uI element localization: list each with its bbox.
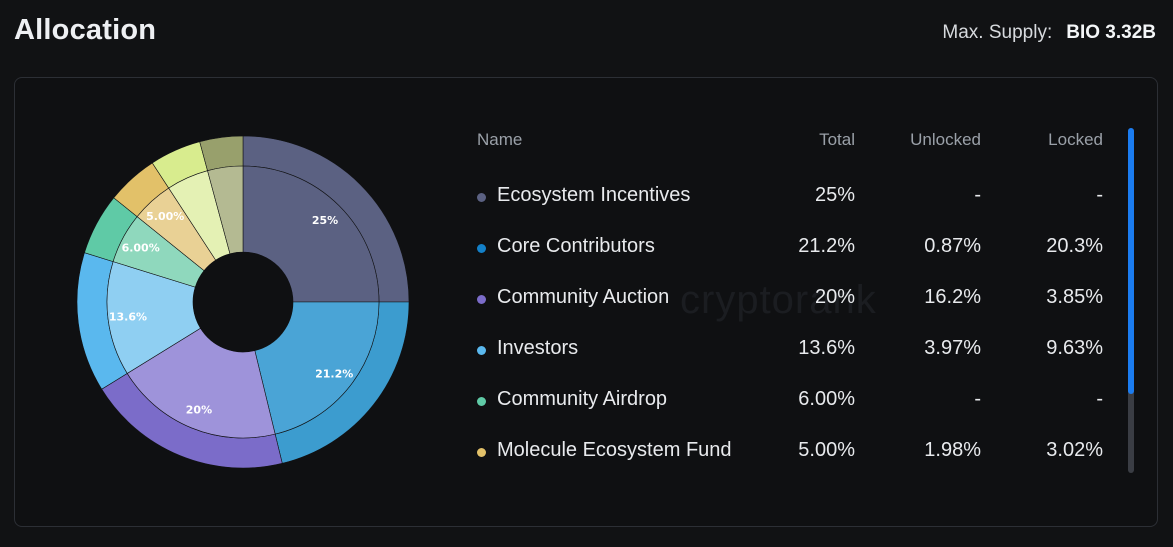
row-name: Ecosystem Incentives [497, 184, 691, 206]
pie-slice[interactable] [199, 135, 244, 255]
row-locked: - [1096, 184, 1103, 206]
max-supply: Max. Supply: BIO 3.32B [942, 22, 1156, 44]
row-total: 20% [814, 286, 855, 308]
pie-data-label: 13.6% [109, 311, 147, 324]
row-unlocked: 3.97% [924, 337, 981, 359]
table-body: Ecosystem Incentives 25% - - Core Contributo… [475, 181, 1115, 487]
legend-dot [477, 346, 486, 355]
row-name: Core Contributors [497, 235, 655, 257]
pie-slice-outer [199, 135, 244, 172]
pie-data-label: 20% [186, 403, 212, 416]
donut-hole [193, 252, 293, 352]
watermark: cryptorank [680, 278, 877, 322]
page-title: Allocation [14, 14, 157, 46]
row-locked: - [1096, 388, 1103, 410]
legend-dot [477, 295, 486, 304]
header: Allocation Max. Supply: BIO 3.32B [14, 14, 1158, 54]
pie-slice[interactable] [101, 327, 283, 469]
header-total: Total [819, 130, 855, 149]
scrollbar-thumb[interactable] [1128, 128, 1134, 394]
row-locked: 20.3% [1046, 235, 1103, 257]
row-unlocked: 1.98% [924, 439, 981, 461]
scrollbar[interactable] [1128, 128, 1134, 473]
row-name: Molecule Ecosystem Fund [497, 439, 732, 461]
table-row[interactable]: Molecule Ecosystem Fund 5.00% 1.98% 3.02% [475, 436, 1115, 487]
table-header: Name Total Unlocked Locked [475, 128, 1115, 153]
row-name: Community Airdrop [497, 388, 668, 410]
table-row[interactable]: Community Auction 20% 16.2% 3.85% [475, 283, 1115, 334]
row-unlocked: 16.2% [924, 286, 981, 308]
pie-data-label: 6.00% [122, 241, 160, 254]
row-locked: 3.02% [1046, 439, 1103, 461]
table-row[interactable]: Ecosystem Incentives 25% - - [475, 181, 1115, 232]
table-row[interactable]: Core Contributors 21.2% 0.87% 20.3% [475, 232, 1115, 283]
row-name: Investors [497, 337, 579, 359]
table-row[interactable]: Community Airdrop 6.00% - - [475, 385, 1115, 436]
pie-data-label: 25% [312, 214, 338, 227]
allocation-pie-chart: 25% 21.2% 20% 13.6% 6.00% 5.00% [76, 135, 410, 469]
row-locked: 9.63% [1046, 337, 1103, 359]
header-locked: Locked [1048, 130, 1103, 149]
pie-data-label: 5.00% [146, 210, 184, 223]
row-unlocked: - [974, 388, 981, 410]
header-name: Name [477, 130, 523, 149]
row-locked: 3.85% [1046, 286, 1103, 308]
row-total: 25% [814, 184, 855, 206]
legend-dot [477, 244, 486, 253]
pie-slice[interactable] [76, 252, 201, 390]
row-unlocked: - [974, 184, 981, 206]
allocation-card: cryptorank 25% 21.2% 20% 13.6% 6.00% 5.00% Na… [14, 77, 1158, 527]
table-row[interactable]: Investors 13.6% 3.97% 9.63% [475, 334, 1115, 385]
row-total: 13.6% [798, 337, 855, 359]
row-total: 5.00% [798, 439, 855, 461]
pie-slice[interactable] [242, 135, 410, 303]
legend-dot [477, 397, 486, 406]
row-name: Community Auction [497, 286, 670, 308]
legend-dot [477, 448, 486, 457]
pie-data-label: 21.2% [315, 368, 353, 381]
allocation-table: Name Total Unlocked Locked Ecosystem Inc… [475, 128, 1115, 487]
max-supply-label: Max. Supply: [942, 22, 1053, 43]
row-total: 6.00% [798, 388, 855, 410]
row-unlocked: 0.87% [924, 235, 981, 257]
row-total: 21.2% [798, 235, 855, 257]
legend-dot [477, 193, 486, 202]
header-unlocked: Unlocked [910, 130, 981, 149]
max-supply-value: BIO 3.32B [1066, 22, 1156, 43]
